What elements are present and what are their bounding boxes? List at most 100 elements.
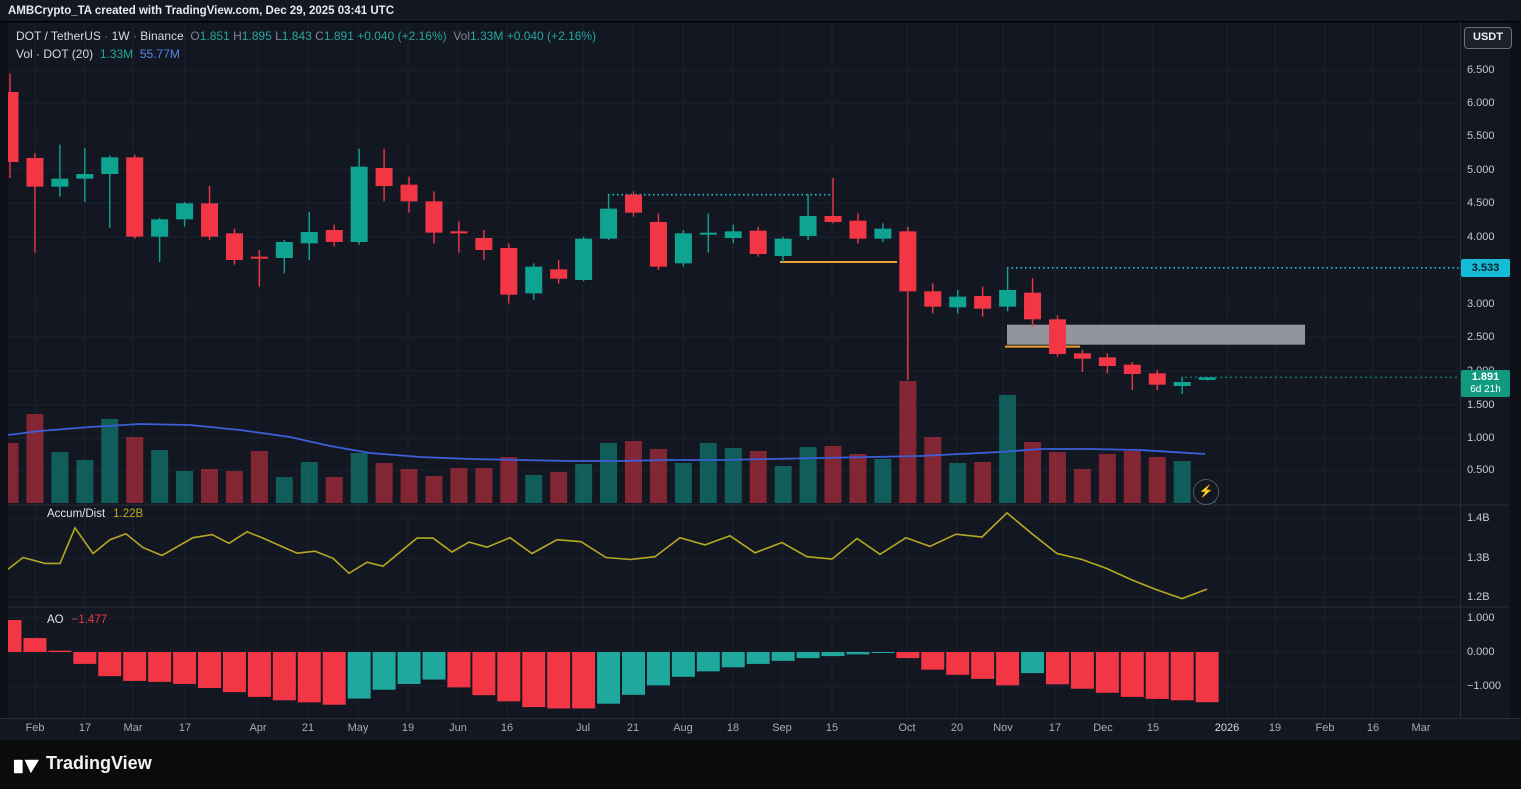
ao-bar [272, 652, 296, 701]
price-axis[interactable] [1460, 22, 1511, 718]
time-tick-label: May [347, 722, 369, 734]
volume-bar [974, 462, 992, 503]
ao-bar [746, 652, 770, 664]
ao-bar [48, 650, 72, 652]
time-axis[interactable] [0, 718, 1521, 741]
currency-toggle-button[interactable]: USDT [1464, 27, 1512, 49]
candle-body [724, 231, 742, 238]
candle-body [899, 231, 917, 292]
volume-bar [749, 451, 767, 503]
volume-bar [1098, 454, 1116, 503]
volume-bar [600, 443, 618, 503]
ao-bar [597, 652, 621, 704]
volume-bar [500, 457, 518, 503]
axis-tick-label: 2.500 [1467, 331, 1495, 343]
ao-bar [846, 652, 870, 655]
vol-indicator-label[interactable]: Vol · DOT (20) [16, 47, 94, 61]
timeframe[interactable]: 1W [111, 29, 130, 43]
ao-bar [771, 652, 795, 661]
candle-body [1073, 353, 1091, 359]
time-tick-label: 19 [1268, 722, 1282, 734]
tradingview-logo[interactable] [13, 753, 40, 780]
time-tick-label: Mar [1411, 722, 1431, 734]
candle-body [126, 157, 144, 237]
ao-bar [671, 652, 695, 677]
ao-bar [297, 652, 321, 703]
volume-bar [824, 446, 842, 503]
candle-body [1048, 319, 1066, 354]
ao-bar [98, 652, 122, 677]
ao-label: AO [47, 614, 64, 626]
candle-body [300, 232, 318, 244]
candle-body [799, 216, 817, 236]
volume-bar [151, 450, 169, 503]
ao-bar [547, 652, 571, 709]
ao-pane-label[interactable]: AO −1.477 [47, 614, 107, 626]
candle-body [699, 232, 717, 235]
time-tick-label: 18 [726, 722, 740, 734]
axis-tick-label: 0.000 [1467, 646, 1495, 658]
time-tick-label: Nov [993, 722, 1013, 734]
ao-bar [23, 638, 47, 652]
ao-bar [1195, 652, 1219, 703]
volume-bar [899, 381, 917, 503]
time-tick-label: 21 [301, 722, 315, 734]
right-margin-strip [1510, 22, 1521, 740]
ao-bar [921, 652, 945, 670]
candle-body [600, 208, 618, 239]
ao-bar [996, 652, 1020, 686]
accdist-line [7, 511, 1208, 600]
ao-bar [522, 652, 546, 708]
ao-bar [1095, 652, 1119, 693]
volume-indicator-row: Vol · DOT (20) 1.33M 55.77M [16, 46, 596, 62]
low-label: L [275, 29, 282, 43]
candle-body [949, 296, 967, 308]
time-tick-label: Mar [123, 722, 143, 734]
tradingview-wordmark[interactable]: TradingView [46, 753, 152, 773]
volume-bar [425, 476, 443, 503]
left-margin-strip [0, 22, 8, 740]
time-tick-label: 16 [500, 722, 514, 734]
axis-tick-label: 0.500 [1467, 464, 1495, 476]
ao-bar [222, 652, 246, 693]
candle-body [101, 157, 119, 174]
open-label: O [190, 29, 200, 43]
time-tick-label: 2026 [1214, 722, 1240, 734]
volume-bar [325, 477, 343, 503]
time-tick-label: 15 [1146, 722, 1160, 734]
candle-body [1098, 357, 1116, 366]
ao-bar [1021, 652, 1045, 674]
axis-tick-label: 5.000 [1467, 164, 1495, 176]
accdist-pane-label[interactable]: Accum/Dist 1.22B [47, 508, 143, 520]
candle-body [874, 228, 892, 239]
candle-body [774, 238, 792, 256]
axis-tick-label: 4.000 [1467, 231, 1495, 243]
ao-bar [1045, 652, 1069, 685]
axis-tick-label: 5.500 [1467, 130, 1495, 142]
footer-bar: TradingView [0, 740, 1521, 789]
time-tick-label: 21 [626, 722, 640, 734]
instant-trading-icon[interactable]: ⚡ [1193, 479, 1219, 505]
ao-bar [497, 652, 521, 702]
candle-body [350, 166, 368, 242]
symbol-name[interactable]: DOT / TetherUS [16, 29, 101, 43]
time-tick-label: Apr [249, 722, 267, 734]
volume-bar [76, 460, 94, 503]
ao-bar [123, 652, 147, 681]
candle-body [375, 168, 393, 186]
last-price-value: 1.891 [1471, 371, 1500, 383]
ao-bar [721, 652, 745, 668]
candle-body [400, 184, 418, 202]
close-value: 1.891 [323, 29, 354, 43]
volume-bar [1048, 452, 1066, 503]
ao-bar [173, 652, 197, 684]
low-value: 1.843 [281, 29, 312, 43]
volume-bar [575, 464, 593, 503]
bar-countdown: 6d 21h [1470, 384, 1501, 395]
candle-body [1148, 373, 1166, 385]
time-tick-label: Jul [575, 722, 591, 734]
candle-body [749, 230, 767, 254]
resistance-zone-box [1007, 324, 1305, 345]
